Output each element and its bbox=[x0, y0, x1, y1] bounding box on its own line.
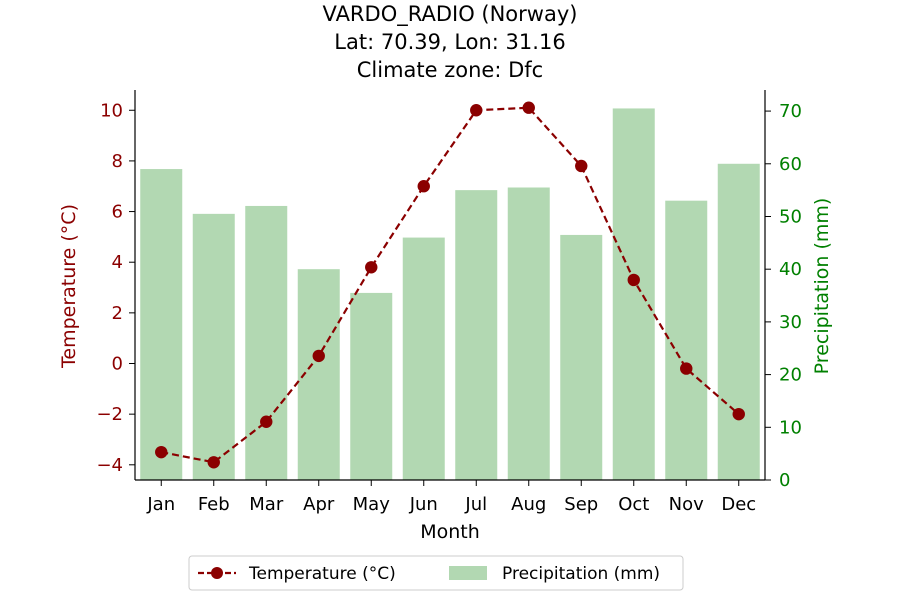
temperature-point-mar bbox=[260, 415, 273, 428]
left-tick-label: −4 bbox=[96, 455, 123, 476]
x-tick-label: Jun bbox=[409, 494, 438, 515]
precipitation-bar-mar bbox=[245, 205, 288, 480]
temperature-point-nov bbox=[680, 362, 693, 375]
legend-temperature-marker-icon bbox=[211, 567, 223, 579]
right-tick-label: 20 bbox=[779, 365, 802, 386]
precipitation-bar-dec bbox=[717, 163, 760, 480]
left-tick-label: 6 bbox=[112, 202, 123, 223]
plot-frame bbox=[134, 90, 766, 481]
precipitation-bar-jul bbox=[455, 190, 498, 480]
precipitation-bar-may bbox=[350, 292, 393, 480]
temperature-point-jun bbox=[417, 180, 430, 193]
x-tick-label: Apr bbox=[303, 494, 335, 515]
x-tick-label: Aug bbox=[511, 494, 546, 515]
x-tick-label: Mar bbox=[249, 494, 284, 515]
temperature-point-dec bbox=[732, 407, 745, 421]
temperature-point-jul bbox=[470, 104, 483, 117]
temperature-point-sep bbox=[575, 159, 588, 173]
temperature-point-may bbox=[365, 261, 378, 274]
precipitation-bar-jan bbox=[140, 169, 183, 480]
right-tick-label: 30 bbox=[779, 312, 802, 333]
x-tick-label: Oct bbox=[618, 494, 649, 515]
right-axis: 0 10 20 30 40 50 60 70 bbox=[765, 101, 802, 491]
x-tick-label: Feb bbox=[198, 494, 230, 515]
temperature-point-apr bbox=[312, 349, 325, 363]
precipitation-bar-sep bbox=[560, 234, 603, 480]
legend: Temperature (°C) Precipitation (mm) bbox=[188, 555, 684, 591]
x-tick-label: Jan bbox=[146, 494, 175, 515]
right-axis-label: Precipitation (mm) bbox=[811, 198, 833, 375]
x-tick-label: Sep bbox=[564, 494, 598, 515]
left-tick-label: 4 bbox=[112, 252, 123, 273]
temperature-line bbox=[155, 101, 745, 469]
right-tick-label: 40 bbox=[779, 259, 802, 280]
x-axis-label: Month bbox=[420, 521, 480, 543]
legend-precipitation-label: Precipitation (mm) bbox=[502, 564, 660, 584]
right-tick-label: 50 bbox=[779, 206, 802, 227]
left-tick-label: 10 bbox=[100, 100, 123, 121]
precipitation-bar-nov bbox=[665, 200, 708, 481]
precipitation-bars bbox=[140, 108, 760, 481]
chart-title-climate-zone: Climate zone: Dfc bbox=[357, 58, 543, 82]
left-tick-label: −2 bbox=[96, 404, 123, 425]
precipitation-bar-feb bbox=[192, 213, 235, 480]
left-axis-label: Temperature (°C) bbox=[58, 204, 80, 369]
precipitation-bar-jun bbox=[402, 237, 445, 480]
temperature-point-oct bbox=[627, 273, 640, 287]
precipitation-bar-aug bbox=[507, 187, 550, 480]
chart-title-coordinates: Lat: 70.39, Lon: 31.16 bbox=[334, 30, 565, 54]
temperature-point-feb bbox=[207, 456, 220, 469]
right-tick-label: 0 bbox=[779, 470, 790, 491]
left-tick-label: 2 bbox=[112, 303, 123, 324]
right-tick-label: 60 bbox=[779, 154, 802, 175]
legend-temperature-label: Temperature (°C) bbox=[248, 564, 396, 584]
precipitation-bar-oct bbox=[612, 108, 655, 480]
x-tick-label: Nov bbox=[669, 494, 704, 515]
left-tick-label: 0 bbox=[112, 354, 123, 375]
chart-title: VARDO_RADIO (Norway) Lat: 70.39, Lon: 31… bbox=[323, 2, 578, 82]
chart-title-station: VARDO_RADIO (Norway) bbox=[323, 2, 578, 27]
temperature-point-jan bbox=[155, 445, 168, 459]
x-axis: Jan Feb Mar Apr May Jun Jul Aug Sep Oct Nov Dec bbox=[146, 480, 756, 515]
left-tick-label: 8 bbox=[112, 151, 123, 172]
x-tick-label: Jul bbox=[464, 494, 487, 515]
x-tick-label: Dec bbox=[721, 494, 756, 515]
x-tick-label: May bbox=[353, 494, 391, 515]
temperature-point-aug bbox=[522, 101, 535, 114]
left-axis: −4 −2 0 2 4 6 8 10 bbox=[96, 100, 135, 476]
legend-box bbox=[188, 555, 684, 591]
legend-precipitation-swatch-icon bbox=[449, 566, 487, 580]
right-tick-label: 70 bbox=[779, 101, 802, 122]
right-tick-label: 10 bbox=[779, 417, 802, 438]
